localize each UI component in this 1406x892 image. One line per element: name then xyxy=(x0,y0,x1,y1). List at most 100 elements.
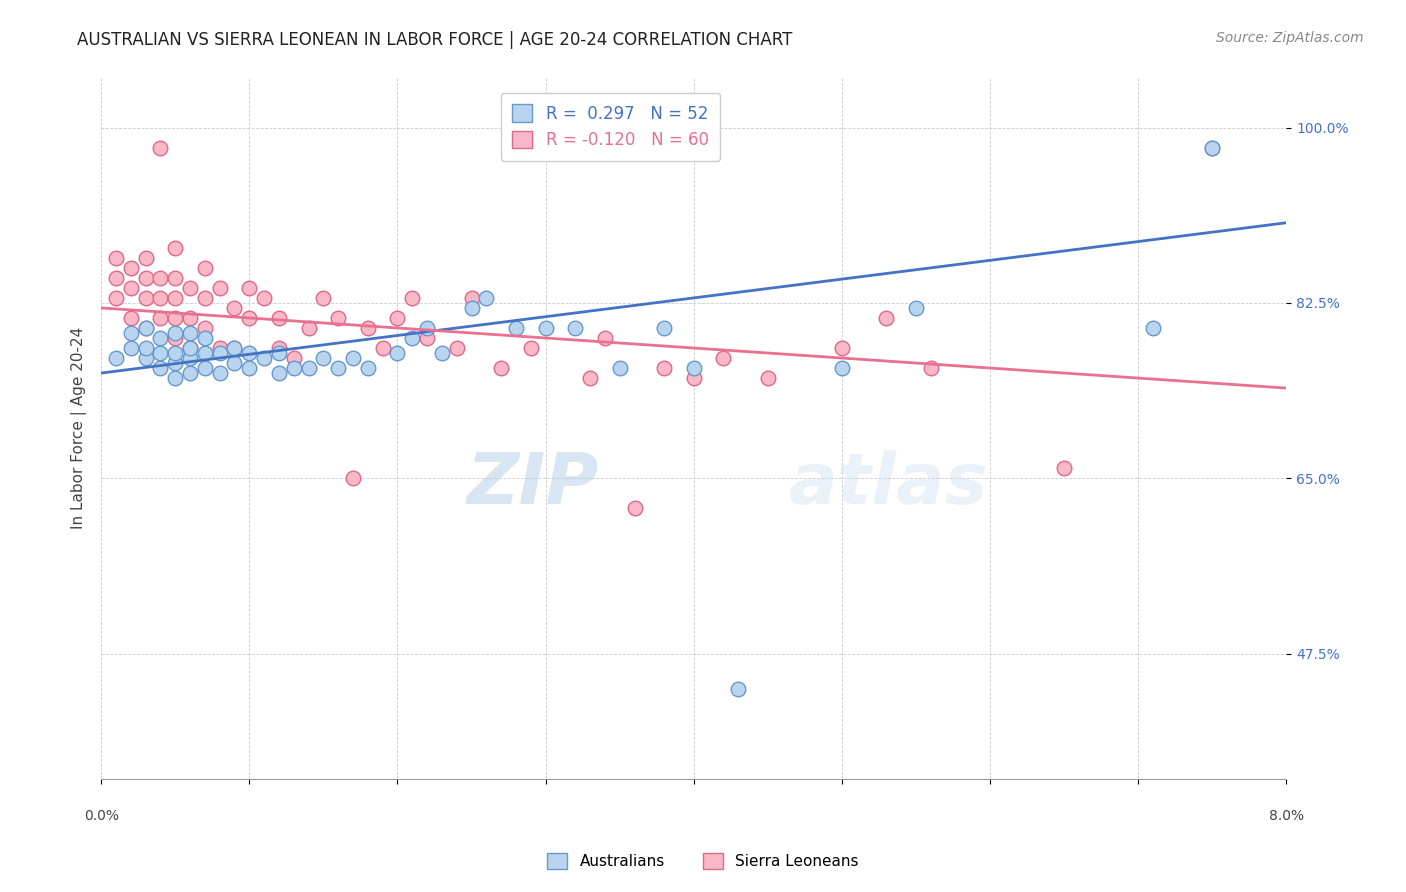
Sierra Leoneans xyxy=(194,260,217,275)
Sierra Leoneans xyxy=(104,251,127,265)
Sierra Leoneans xyxy=(920,361,942,376)
Sierra Leoneans xyxy=(460,291,482,305)
Sierra Leoneans xyxy=(1201,140,1223,154)
Australians xyxy=(165,371,187,385)
Sierra Leoneans xyxy=(179,341,201,355)
Australians xyxy=(149,346,172,360)
Australians xyxy=(208,346,231,360)
Legend: Australians, Sierra Leoneans: Australians, Sierra Leoneans xyxy=(541,847,865,875)
Sierra Leoneans xyxy=(713,351,735,365)
Sierra Leoneans xyxy=(165,331,187,345)
Australians xyxy=(238,361,260,376)
Sierra Leoneans xyxy=(238,310,260,325)
Australians xyxy=(267,346,290,360)
Sierra Leoneans xyxy=(682,371,704,385)
Australians xyxy=(267,366,290,380)
Australians xyxy=(401,331,423,345)
Australians xyxy=(194,331,217,345)
Australians xyxy=(831,361,853,376)
Sierra Leoneans xyxy=(149,271,172,285)
Australians xyxy=(682,361,704,376)
Sierra Leoneans xyxy=(165,271,187,285)
Australians xyxy=(609,361,631,376)
Australians xyxy=(194,346,217,360)
Sierra Leoneans xyxy=(652,361,675,376)
Australians xyxy=(104,351,127,365)
Sierra Leoneans xyxy=(179,281,201,295)
Sierra Leoneans xyxy=(104,271,127,285)
Australians xyxy=(342,351,364,365)
Sierra Leoneans xyxy=(179,310,201,325)
Sierra Leoneans xyxy=(623,501,645,516)
Sierra Leoneans xyxy=(267,310,290,325)
Sierra Leoneans xyxy=(756,371,779,385)
Sierra Leoneans xyxy=(149,140,172,154)
Australians xyxy=(387,346,409,360)
Sierra Leoneans xyxy=(238,281,260,295)
Australians xyxy=(120,341,142,355)
Sierra Leoneans xyxy=(579,371,602,385)
Y-axis label: In Labor Force | Age 20-24: In Labor Force | Age 20-24 xyxy=(72,327,87,529)
Text: 0.0%: 0.0% xyxy=(83,809,118,823)
Australians xyxy=(357,361,380,376)
Australians xyxy=(224,356,246,370)
Australians xyxy=(505,321,527,335)
Sierra Leoneans xyxy=(120,281,142,295)
Australians xyxy=(727,681,749,696)
Australians xyxy=(135,341,157,355)
Australians xyxy=(135,321,157,335)
Sierra Leoneans xyxy=(135,321,157,335)
Sierra Leoneans xyxy=(387,310,409,325)
Sierra Leoneans xyxy=(149,291,172,305)
Sierra Leoneans xyxy=(208,341,231,355)
Text: ZIP: ZIP xyxy=(467,450,599,519)
Sierra Leoneans xyxy=(446,341,468,355)
Australians xyxy=(534,321,557,335)
Sierra Leoneans xyxy=(224,341,246,355)
Australians xyxy=(297,361,319,376)
Australians xyxy=(165,346,187,360)
Australians xyxy=(179,366,201,380)
Australians xyxy=(165,356,187,370)
Australians xyxy=(120,326,142,340)
Sierra Leoneans xyxy=(135,251,157,265)
Australians xyxy=(430,346,453,360)
Australians xyxy=(179,341,201,355)
Australians xyxy=(652,321,675,335)
Sierra Leoneans xyxy=(194,291,217,305)
Sierra Leoneans xyxy=(831,341,853,355)
Australians xyxy=(135,351,157,365)
Sierra Leoneans xyxy=(149,310,172,325)
Australians xyxy=(149,331,172,345)
Sierra Leoneans xyxy=(342,471,364,485)
Text: 8.0%: 8.0% xyxy=(1268,809,1303,823)
Sierra Leoneans xyxy=(489,361,512,376)
Sierra Leoneans xyxy=(357,321,380,335)
Australians xyxy=(905,301,928,315)
Sierra Leoneans xyxy=(165,310,187,325)
Legend: R =  0.297   N = 52, R = -0.120   N = 60: R = 0.297 N = 52, R = -0.120 N = 60 xyxy=(501,93,720,161)
Sierra Leoneans xyxy=(267,341,290,355)
Sierra Leoneans xyxy=(253,291,276,305)
Sierra Leoneans xyxy=(135,271,157,285)
Australians xyxy=(238,346,260,360)
Australians xyxy=(253,351,276,365)
Sierra Leoneans xyxy=(194,321,217,335)
Australians xyxy=(1142,321,1164,335)
Sierra Leoneans xyxy=(135,291,157,305)
Australians xyxy=(165,326,187,340)
Australians xyxy=(179,351,201,365)
Sierra Leoneans xyxy=(224,301,246,315)
Australians xyxy=(416,321,439,335)
Australians xyxy=(1201,140,1223,154)
Text: Source: ZipAtlas.com: Source: ZipAtlas.com xyxy=(1216,31,1364,45)
Australians xyxy=(328,361,350,376)
Australians xyxy=(312,351,335,365)
Sierra Leoneans xyxy=(875,310,897,325)
Sierra Leoneans xyxy=(371,341,394,355)
Text: AUSTRALIAN VS SIERRA LEONEAN IN LABOR FORCE | AGE 20-24 CORRELATION CHART: AUSTRALIAN VS SIERRA LEONEAN IN LABOR FO… xyxy=(77,31,793,49)
Sierra Leoneans xyxy=(401,291,423,305)
Sierra Leoneans xyxy=(283,351,305,365)
Australians xyxy=(283,361,305,376)
Sierra Leoneans xyxy=(120,310,142,325)
